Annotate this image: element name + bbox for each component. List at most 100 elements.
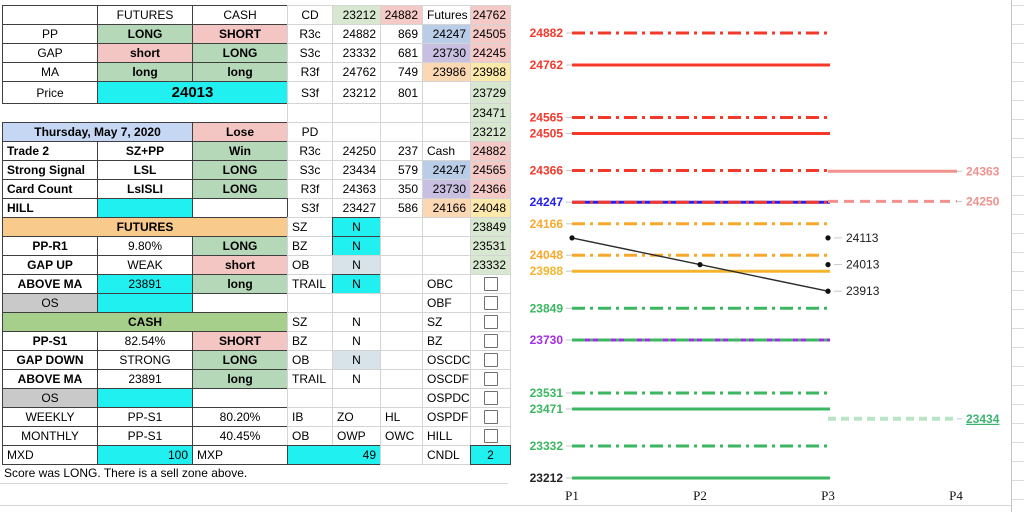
axis-label-P3: P3 [821,488,835,503]
level-label-24366: 24366 [530,164,564,178]
checkbox-cell-H20[interactable] [470,388,511,408]
annotation-dot-24113 [825,235,831,241]
level-label-24762: 24762 [530,58,564,72]
cell-G19[interactable]: OSCDF [422,369,471,389]
cell-B18[interactable]: STRONG [97,350,193,370]
axis-label-P1: P1 [565,488,579,503]
cell-G23[interactable]: CNDL [422,445,471,465]
annotation-dot-24013 [825,262,831,268]
cell-A12[interactable]: PP-R1 [2,236,98,256]
cell-B17[interactable]: 82.54% [97,331,193,351]
cell-G8[interactable]: 24247 [422,160,471,180]
cell-C3[interactable]: long [192,62,288,82]
annotation-label-24113: 24113 [846,231,879,245]
cell-C18[interactable]: LONG [192,350,288,370]
checkbox-icon[interactable] [483,429,498,443]
checkbox-icon[interactable] [483,353,498,367]
level-label-23332: 23332 [530,439,564,453]
cell-A23[interactable]: MXD [2,445,98,465]
cell-H12[interactable]: 23531 [470,236,511,256]
cell-D18[interactable]: OB [287,350,333,370]
level-label-24505: 24505 [530,127,564,141]
cell-D10[interactable]: S3f [287,198,333,218]
cell-D19[interactable]: TRAIL [287,369,333,389]
annotation-dot-23913 [825,288,831,294]
score-note: Score was LONG. There is a sell zone abo… [4,466,248,480]
checkbox-icon[interactable] [483,391,498,405]
cell-E22[interactable]: OWP [332,426,381,446]
cell-G9[interactable]: 23730 [422,179,471,199]
cell-H11[interactable]: 23849 [470,217,511,237]
sheet-edge-strip [1011,0,1024,512]
cell-D17[interactable]: BZ [287,331,333,351]
cell-B3[interactable]: long [97,62,193,82]
cell-G22[interactable]: HILL [422,426,471,446]
level-label-23471: 23471 [530,402,564,416]
cell-H13[interactable]: 23332 [470,255,511,275]
checkbox-cell-H22[interactable] [470,426,511,446]
annotation-label-23913: 23913 [846,284,880,298]
cell-B4[interactable]: 24013 [97,81,288,104]
level-label-24166: 24166 [530,217,564,231]
checkbox-icon[interactable] [483,315,498,329]
cell-F2[interactable]: 681 [380,43,423,63]
level-label-24250: 24250 [966,194,1000,208]
level-label-23730: 23730 [530,333,564,347]
cell-A18[interactable]: GAP DOWN [2,350,98,370]
level-label-23849: 23849 [530,301,564,315]
cell-B19[interactable]: 23891 [97,369,193,389]
level-label-23434: 23434 [966,412,1000,426]
cell-H23[interactable]: 2 [470,445,511,465]
cell-B7[interactable]: SZ+PP [97,141,193,161]
checkbox-cell-H18[interactable] [470,350,511,370]
cell-B14[interactable]: 23891 [97,274,193,294]
level-label-24247: 24247 [530,195,564,209]
chart-background [508,0,1011,506]
cell-C23[interactable]: MXP [192,445,288,465]
level-label-24565: 24565 [530,111,564,125]
level-label-24363: 24363 [966,164,1000,178]
sheet-gridline-bottom [0,505,1011,506]
sheet-gridline [0,483,508,484]
checkbox-icon[interactable] [483,334,498,348]
cell-D1[interactable]: R3c [287,24,333,44]
cell-C22[interactable]: 40.45% [192,426,288,446]
axis-label-P2: P2 [693,488,707,503]
series-point-P1 [569,235,575,241]
cell-E2[interactable]: 23332 [332,43,381,63]
cell-E0[interactable]: 23212 [332,5,381,25]
axis-label-P4: P4 [949,488,963,503]
level-label-23212: 23212 [530,471,564,485]
level-label-24882: 24882 [530,26,564,40]
checkbox-icon[interactable] [483,296,498,310]
cell-F23[interactable] [380,445,423,465]
cell-B21[interactable]: PP-S1 [97,407,193,427]
cell-D23[interactable]: 49 [287,445,381,465]
cell-B23[interactable]: 100 [97,445,193,465]
level-label-24048: 24048 [530,248,564,262]
checkbox-icon[interactable] [483,372,498,386]
cell-C8[interactable]: LONG [192,160,288,180]
cell-A10[interactable]: HILL [2,198,98,218]
cell-A6[interactable]: Thursday, May 7, 2020 [2,122,193,142]
cell-H2[interactable]: 24245 [470,43,511,63]
cell-G17[interactable]: BZ [422,331,471,351]
cell-H7[interactable]: 24882 [470,141,511,161]
cell-D14[interactable]: TRAIL [287,274,333,294]
series-point-P2 [697,262,703,268]
cell-E4[interactable]: 23212 [332,81,381,104]
level-label-23531: 23531 [530,386,564,400]
cell-F3[interactable]: 749 [380,62,423,82]
checkbox-icon[interactable] [483,410,498,424]
level-label-23988: 23988 [530,264,564,278]
cell-A4[interactable]: Price [2,81,98,104]
checkbox-icon[interactable] [483,277,498,291]
cell-D12[interactable]: BZ [287,236,333,256]
cell-F7[interactable]: 237 [380,141,423,161]
cell-A14[interactable]: ABOVE MA [2,274,98,294]
annotation-label-24013: 24013 [846,258,880,272]
cell-F4[interactable]: 801 [380,81,423,104]
cell-A9[interactable]: Card Count [2,179,98,199]
cell-B12[interactable]: 9.80% [97,236,193,256]
